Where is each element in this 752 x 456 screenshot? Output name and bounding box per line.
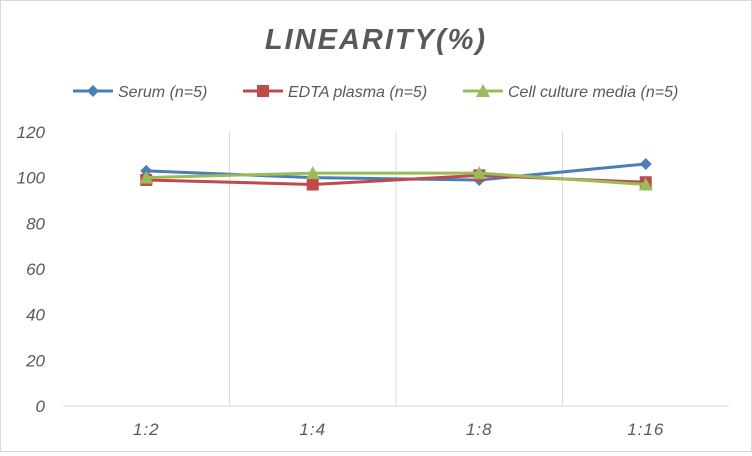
x-tick-label: 1:4 [299,420,326,439]
diamond-marker [87,85,99,97]
square-marker [306,178,319,191]
series-line [146,171,646,187]
x-tick-label: 1:16 [627,420,664,439]
legend-label: Cell culture media (n=5) [508,84,678,101]
y-tick-label: 100 [17,169,46,188]
legend-label: Serum (n=5) [118,84,207,101]
x-tick-label: 1:2 [133,420,160,439]
triangle-marker [305,166,320,180]
y-tick-label: 60 [26,260,45,279]
y-tick-label: 20 [25,351,45,370]
triangle-marker [139,170,154,184]
triangle-marker [472,166,487,180]
triangle-marker [638,177,653,191]
y-tick-label: 0 [36,397,46,416]
chart-title: LINEARITY(%) [265,24,487,56]
diamond-marker [639,157,652,170]
square-marker [257,85,269,97]
y-tick-label: 120 [17,123,46,142]
y-tick-label: 80 [26,214,45,233]
y-tick-label: 40 [26,306,45,325]
triangle-marker [476,84,490,97]
legend-label: EDTA plasma (n=5) [288,84,427,101]
x-tick-label: 1:8 [466,420,493,439]
